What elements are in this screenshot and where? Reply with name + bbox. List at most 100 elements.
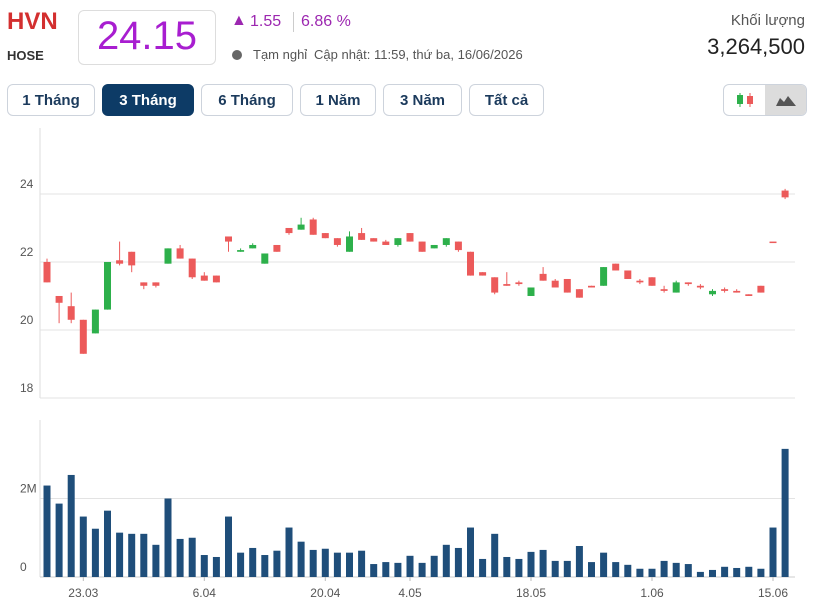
change: 1.55	[250, 13, 282, 30]
range-button[interactable]: 3 Năm	[383, 84, 462, 116]
volume-bar	[358, 550, 366, 577]
candle-body	[696, 285, 704, 288]
range-button[interactable]: 3 Tháng	[102, 84, 194, 116]
candle-body	[382, 241, 390, 245]
volume-bar	[333, 552, 341, 577]
volume-bar	[200, 555, 208, 577]
candle-body	[346, 236, 353, 252]
candle-body	[55, 295, 63, 303]
candle-body	[285, 227, 293, 234]
volume-bar	[261, 555, 269, 577]
candle-body	[321, 233, 329, 239]
volume-bar	[612, 562, 620, 577]
ticker: HVN	[7, 8, 58, 35]
candle-body	[612, 263, 620, 271]
candle-body	[757, 285, 765, 293]
candle-body	[672, 282, 680, 293]
x-tick-label: 1.06	[640, 586, 664, 600]
range-button[interactable]: 6 Tháng	[201, 84, 293, 116]
volume-bar	[418, 562, 426, 577]
volume-bar	[67, 474, 75, 577]
volume-bar	[684, 564, 692, 577]
volume-bar	[491, 533, 499, 577]
y-tick-label: 18	[20, 381, 34, 395]
volume-bar	[721, 566, 729, 577]
status-dot	[232, 50, 242, 60]
volume-bar	[43, 485, 51, 577]
x-tick-label: 23.03	[68, 586, 98, 600]
candle-body	[745, 294, 753, 296]
candle-body	[467, 251, 474, 276]
y-tick-label: 2M	[20, 482, 37, 496]
volume-bar	[140, 533, 148, 577]
candle-body	[333, 238, 341, 245]
icon-body	[747, 96, 753, 104]
volume-bar	[769, 527, 777, 577]
icon-body	[737, 95, 743, 104]
volume-bar	[285, 527, 293, 577]
volume: 3,264,500	[707, 34, 805, 59]
price: 24.15	[96, 14, 198, 58]
candle-body	[370, 238, 378, 242]
candle-body	[515, 282, 523, 285]
candle-body	[91, 309, 99, 334]
volume-label: Khối lượng	[730, 12, 805, 29]
range-button[interactable]: Tất cả	[469, 84, 544, 116]
volume-bar	[696, 571, 704, 577]
volume-bar	[660, 560, 668, 577]
chart-type-toggle[interactable]	[723, 84, 807, 116]
candle-body	[479, 272, 487, 276]
candle-body	[442, 238, 450, 245]
volume-bar	[297, 541, 305, 577]
volume-bar	[563, 560, 571, 577]
candle-body	[394, 238, 402, 245]
candle-body	[128, 251, 136, 266]
candle-body	[575, 289, 583, 298]
volume-bar	[539, 549, 547, 577]
candle-body	[358, 233, 366, 240]
volume-bar	[479, 558, 487, 577]
candle-body	[503, 284, 511, 286]
volume-bar	[672, 562, 680, 577]
candle-body	[43, 261, 51, 283]
volume-bar	[249, 547, 257, 577]
range-button[interactable]: 1 Năm	[300, 84, 376, 116]
candle-body	[104, 261, 111, 310]
candle-body	[140, 282, 148, 286]
volume-bar	[575, 545, 583, 577]
candle-body	[539, 273, 547, 281]
volume-bar	[128, 533, 136, 577]
candle-body	[176, 248, 184, 259]
y-tick-label: 22	[20, 245, 34, 259]
volume-bar	[225, 516, 232, 577]
candle-body	[527, 287, 535, 296]
candle-body	[660, 289, 668, 291]
candle-body	[237, 250, 245, 252]
range-button[interactable]: 1 Tháng	[7, 84, 95, 116]
candle-body	[79, 319, 87, 354]
candle-body	[709, 290, 716, 295]
candle-body	[297, 224, 305, 230]
candle-body	[67, 306, 75, 320]
y-tick-label: 0	[20, 560, 27, 574]
change-arrow: ▲	[231, 12, 247, 29]
volume-bar	[406, 555, 414, 577]
volume-bar	[273, 550, 281, 577]
volume-bar	[467, 527, 474, 577]
candle-body	[781, 190, 789, 198]
volume-bar	[212, 556, 220, 577]
volume-bar	[382, 562, 390, 577]
candle-body	[261, 253, 269, 264]
candle-body	[600, 267, 608, 286]
candle-body	[636, 280, 644, 283]
updated: Cập nhật: 11:59, thứ ba, 16/06/2026	[314, 47, 523, 62]
volume-bar	[648, 568, 656, 577]
candle-body	[733, 290, 741, 293]
candle-body	[273, 244, 281, 252]
icon-area	[776, 96, 796, 106]
candle-body	[406, 233, 414, 242]
volume-bar	[430, 555, 438, 577]
candle-body	[249, 244, 257, 249]
candle-body	[624, 270, 632, 279]
volume-bar	[164, 498, 172, 577]
